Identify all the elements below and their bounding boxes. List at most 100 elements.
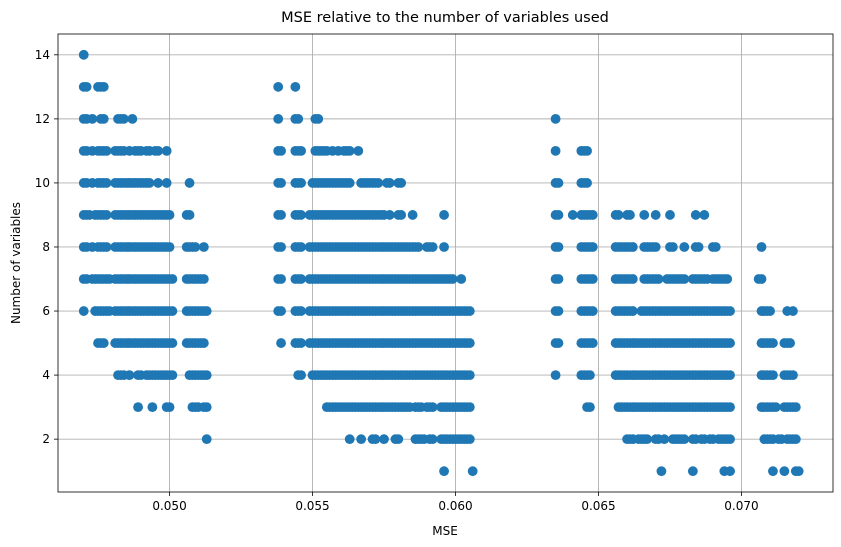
scatter-point <box>190 242 201 252</box>
scatter-point <box>756 242 767 252</box>
y-tick-label: 2 <box>42 432 50 446</box>
scatter-point <box>768 370 778 380</box>
y-tick-label: 14 <box>35 48 50 62</box>
scatter-point <box>101 146 112 156</box>
scatter-point <box>98 338 109 348</box>
scatter-point <box>765 306 775 316</box>
scatter-point <box>167 370 178 380</box>
scatter-point <box>353 146 364 156</box>
scatter-point <box>550 113 561 124</box>
scatter-point <box>201 370 212 380</box>
scatter-point <box>78 306 89 316</box>
scatter-point <box>656 466 667 477</box>
scatter-point <box>793 466 804 477</box>
scatter-point <box>161 146 172 156</box>
scatter-point <box>550 370 561 380</box>
scatter-point <box>276 178 286 188</box>
y-tick-label: 12 <box>35 112 50 126</box>
scatter-point <box>582 146 592 156</box>
scatter-point <box>650 242 661 252</box>
scatter-point <box>198 242 209 252</box>
scatter-point <box>725 306 735 316</box>
scatter-point <box>124 370 135 380</box>
scatter-point <box>790 434 801 445</box>
scatter-point <box>296 338 306 348</box>
scatter-point <box>373 178 384 188</box>
scatter-point <box>553 274 564 284</box>
scatter-point <box>553 242 564 252</box>
data-points <box>78 49 804 477</box>
scatter-point <box>384 178 395 188</box>
scatter-point <box>756 274 767 284</box>
scatter-point <box>101 210 112 220</box>
scatter-point <box>627 306 638 316</box>
scatter-point <box>587 210 598 220</box>
scatter-point <box>693 242 704 252</box>
scatter-point <box>198 338 209 348</box>
scatter-point <box>344 434 355 445</box>
scatter-point <box>118 113 129 124</box>
scatter-point <box>379 434 389 445</box>
scatter-point <box>81 81 92 92</box>
scatter-point <box>296 274 306 284</box>
scatter-point <box>273 81 284 92</box>
scatter-point <box>293 113 304 124</box>
scatter-point <box>276 242 286 252</box>
scatter-point <box>198 274 209 284</box>
scatter-point <box>144 178 155 188</box>
scatter-point <box>164 242 175 252</box>
axis-ticks: 0.050 0.055 0.060 0.065 0.070 2 4 6 8 10 12 14 <box>35 48 759 513</box>
scatter-point <box>98 113 109 124</box>
plot-frame <box>57 33 834 493</box>
scatter-point <box>587 242 598 252</box>
scatter-point <box>710 242 721 252</box>
scatter-point <box>659 434 670 445</box>
scatter-point <box>679 434 690 445</box>
scatter-point <box>567 210 578 220</box>
scatter-point <box>133 402 143 413</box>
y-tick-label: 8 <box>42 240 50 254</box>
scatter-point <box>273 113 284 124</box>
scatter-point <box>384 210 395 220</box>
x-tick-label: 0.055 <box>295 499 329 513</box>
scatter-point <box>653 274 664 284</box>
scatter-point <box>276 274 286 284</box>
scatter-point <box>667 242 678 252</box>
scatter-point <box>153 146 163 156</box>
scatter-point <box>101 178 112 188</box>
scatter-point <box>687 466 698 477</box>
scatter-point <box>464 338 475 348</box>
scatter-point <box>587 274 598 284</box>
scatter-point <box>788 370 798 380</box>
scatter-point <box>768 466 778 477</box>
scatter-point <box>164 402 175 413</box>
scatter-point <box>679 274 690 284</box>
scatter-point <box>585 370 595 380</box>
scatter-point <box>393 434 404 445</box>
scatter-point <box>276 306 286 316</box>
scatter-point <box>344 178 355 188</box>
scatter-point <box>98 81 109 92</box>
scatter-point <box>464 402 475 413</box>
scatter-point <box>464 306 475 316</box>
scatter-point <box>613 210 624 220</box>
scatter-point <box>101 242 112 252</box>
scatter-point <box>87 113 98 124</box>
scatter-point <box>779 466 790 477</box>
scatter-point <box>184 210 195 220</box>
scatter-point <box>642 434 653 445</box>
scatter-point <box>296 370 306 380</box>
scatter-point <box>722 274 733 284</box>
scatter-point <box>587 338 598 348</box>
x-tick-label: 0.065 <box>581 499 615 513</box>
scatter-point <box>370 434 381 445</box>
scatter-point <box>439 242 449 252</box>
scatter-point <box>344 146 355 156</box>
x-tick-label: 0.050 <box>152 499 186 513</box>
scatter-point <box>439 466 449 477</box>
scatter-point <box>464 370 475 380</box>
scatter-point <box>627 274 638 284</box>
scatter-point <box>313 113 324 124</box>
